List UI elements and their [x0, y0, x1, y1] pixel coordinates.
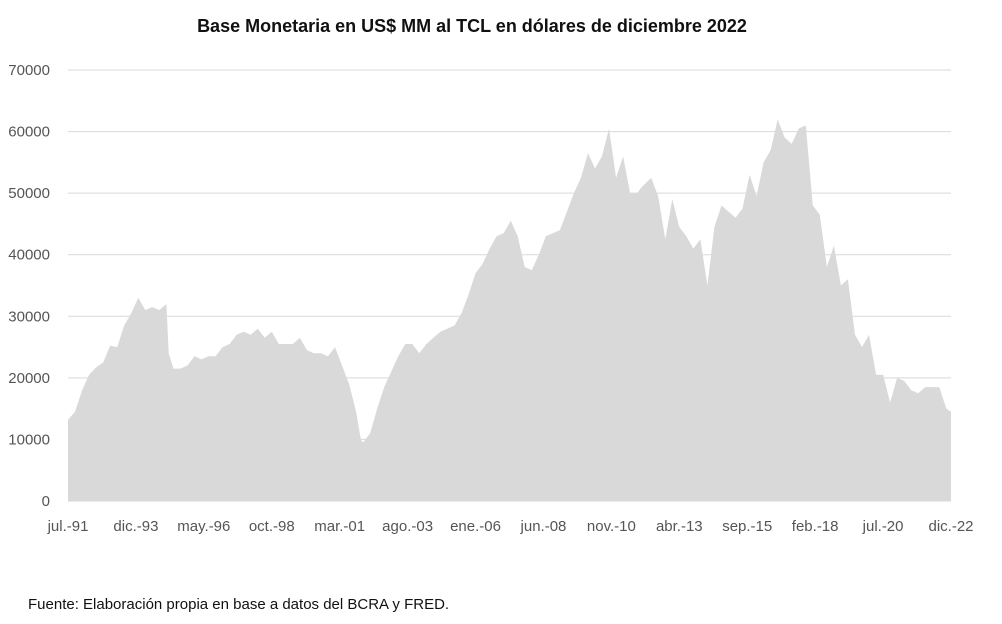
- y-tick-label: 60000: [8, 124, 50, 141]
- chart-title: Base Monetaria en US$ MM al TCL en dólar…: [197, 16, 747, 36]
- x-tick-label: jul.-20: [862, 518, 904, 535]
- x-tick-label: dic.-22: [928, 518, 973, 535]
- y-tick-label: 70000: [8, 62, 50, 79]
- axes: 0 10000 20000 30000 40000 50000 60000 70000 jul.…: [8, 62, 973, 535]
- x-tick-label: nov.-10: [587, 518, 636, 535]
- x-tick-label: mar.-01: [314, 518, 365, 535]
- x-tick-label: ago.-03: [382, 518, 433, 535]
- x-tick-label: abr.-13: [656, 518, 703, 535]
- series-layer: [68, 119, 951, 502]
- y-tick-label: 0: [42, 493, 50, 510]
- series-area: [68, 119, 951, 502]
- x-tick-label: jun.-08: [520, 518, 567, 535]
- x-tick-label: may.-96: [177, 518, 230, 535]
- x-tick-label: ene.-06: [450, 518, 501, 535]
- x-tick-label: feb.-18: [792, 518, 839, 535]
- y-tick-label: 50000: [8, 185, 50, 202]
- x-tick-label: jul.-91: [47, 518, 89, 535]
- y-tick-label: 20000: [8, 370, 50, 387]
- x-tick-label: dic.-93: [113, 518, 158, 535]
- y-tick-label: 10000: [8, 431, 50, 448]
- y-tick-label: 30000: [8, 308, 50, 325]
- area-chart: 0 10000 20000 30000 40000 50000 60000 70000 jul.…: [8, 62, 973, 535]
- x-tick-label: sep.-15: [722, 518, 772, 535]
- x-tick-label: oct.-98: [249, 518, 295, 535]
- source-note: Fuente: Elaboración propia en base a dat…: [28, 596, 450, 613]
- y-tick-label: 40000: [8, 247, 50, 264]
